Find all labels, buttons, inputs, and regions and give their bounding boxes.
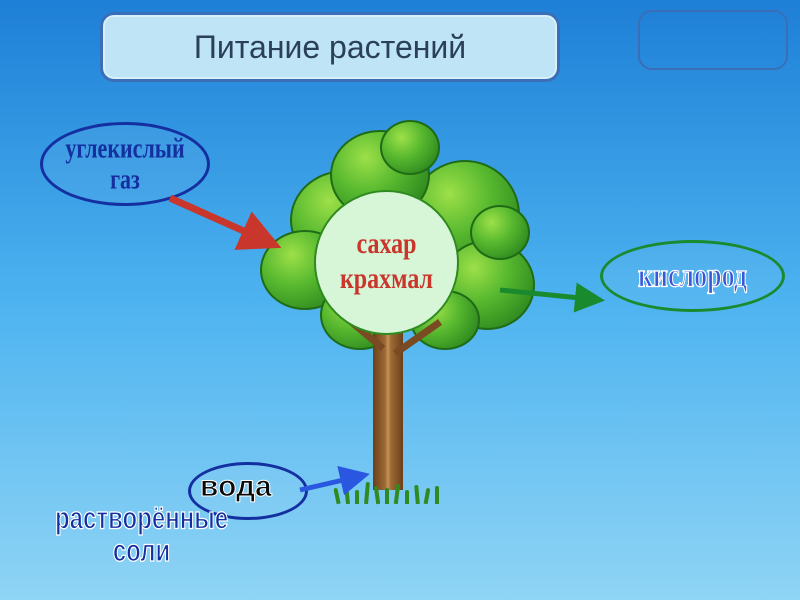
center-text: сахар крахмал <box>340 228 433 297</box>
water-text: вода <box>200 470 272 504</box>
center-line2: крахмал <box>340 263 433 297</box>
salts-line2: соли <box>55 535 228 568</box>
co2-line1: углекислый <box>65 133 184 164</box>
center-line1: сахар <box>340 228 433 262</box>
grass <box>330 482 450 504</box>
salts-text: растворённые соли <box>55 502 228 567</box>
salts-line1: растворённые <box>55 502 228 535</box>
center-circle: сахар крахмал <box>314 190 459 335</box>
co2-bubble: углекислый газ <box>40 122 210 206</box>
title-text: Питание растений <box>194 29 466 66</box>
co2-line2: газ <box>65 164 184 195</box>
corner-frame <box>638 10 788 70</box>
co2-text: углекислый газ <box>65 133 184 196</box>
oxygen-bubble: кислород <box>600 240 785 312</box>
oxygen-text: кислород <box>638 257 747 294</box>
title-box: Питание растений <box>100 12 560 82</box>
